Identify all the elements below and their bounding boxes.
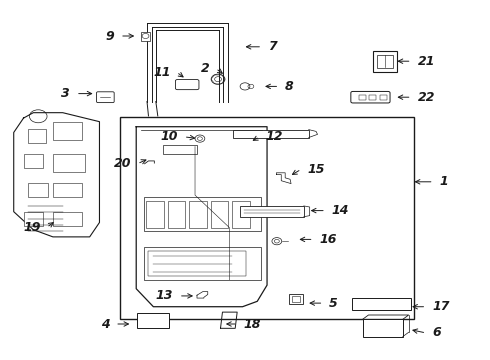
Bar [289, 294, 303, 304]
Text: 3: 3 [61, 87, 70, 100]
Text: 19: 19 [23, 221, 41, 234]
Bar [28, 129, 46, 143]
Text: 11: 11 [153, 66, 171, 78]
Bar [211, 201, 228, 228]
Bar [240, 206, 304, 217]
Text: 20: 20 [114, 157, 131, 170]
Text: 10: 10 [160, 130, 178, 143]
Bar [363, 319, 403, 337]
Text: 14: 14 [332, 204, 349, 217]
Bar [120, 117, 414, 319]
Bar [53, 154, 85, 172]
FancyBboxPatch shape [97, 92, 114, 103]
Text: 17: 17 [432, 300, 450, 313]
Text: 13: 13 [155, 289, 173, 302]
Text: 7: 7 [268, 40, 277, 53]
Bar [369, 95, 376, 100]
Text: 12: 12 [266, 130, 283, 143]
Text: 18: 18 [244, 318, 261, 330]
Text: 22: 22 [417, 91, 435, 104]
Text: 9: 9 [105, 30, 114, 42]
Text: 8: 8 [285, 80, 294, 93]
Bar [53, 212, 82, 226]
Bar [53, 122, 82, 140]
Text: 15: 15 [307, 163, 325, 176]
Bar [373, 51, 397, 72]
Text: 4: 4 [100, 318, 109, 330]
Bar [53, 183, 82, 197]
Bar [232, 201, 250, 228]
FancyBboxPatch shape [175, 80, 199, 90]
Bar [189, 201, 207, 228]
Bar [352, 298, 411, 310]
Bar [292, 296, 300, 302]
Bar [233, 130, 309, 138]
Bar [380, 95, 387, 100]
Text: 21: 21 [417, 55, 435, 68]
Bar [24, 212, 43, 226]
FancyBboxPatch shape [351, 91, 390, 103]
Text: 6: 6 [432, 327, 441, 339]
Bar [146, 201, 164, 228]
Bar [28, 183, 48, 197]
Text: 5: 5 [329, 297, 338, 310]
Bar [141, 32, 150, 41]
Bar [163, 145, 197, 154]
Bar [148, 251, 246, 276]
Bar [144, 197, 261, 231]
Bar [377, 55, 393, 68]
Bar [137, 313, 169, 328]
Bar [168, 201, 185, 228]
Text: 16: 16 [319, 233, 337, 246]
Bar [359, 95, 366, 100]
Text: 2: 2 [201, 62, 210, 75]
Text: 1: 1 [440, 175, 448, 188]
Bar [24, 154, 43, 168]
Bar [144, 247, 261, 280]
